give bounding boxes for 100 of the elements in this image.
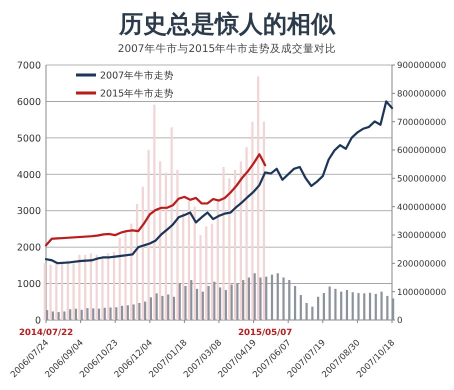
bar [150, 297, 152, 320]
bar [49, 264, 52, 320]
bar [72, 263, 75, 320]
y-tick-label: 6000 [16, 96, 41, 108]
bar [392, 298, 394, 320]
legend-label: 2015年牛市走势 [100, 88, 174, 100]
bar [294, 286, 296, 320]
bar [142, 186, 144, 320]
bar [96, 254, 98, 320]
bar [86, 308, 89, 320]
bar [172, 296, 176, 320]
bar [144, 302, 146, 320]
bar [248, 278, 250, 320]
bar [126, 305, 129, 320]
bar [328, 286, 331, 320]
bar [288, 280, 290, 320]
y-tick-label: 2000 [16, 242, 41, 254]
bar [346, 290, 348, 320]
bar [276, 273, 279, 320]
y2-tick-label: 100000000 [397, 288, 446, 298]
bar [368, 292, 372, 320]
bar [257, 76, 260, 320]
bar [300, 295, 302, 320]
bar [132, 304, 135, 320]
bar [340, 292, 342, 320]
bar [63, 312, 66, 320]
bar [224, 290, 227, 320]
bar [120, 306, 124, 320]
y-tick-label: 5000 [16, 133, 41, 144]
bar [60, 263, 64, 320]
bar [84, 254, 86, 320]
bar [334, 288, 337, 320]
bar [156, 293, 158, 320]
bar [265, 276, 268, 320]
bar [104, 308, 106, 320]
bar [118, 238, 121, 320]
bar [80, 310, 83, 320]
bar [44, 263, 46, 320]
bar [55, 262, 58, 320]
y-tick-label: 3000 [16, 206, 41, 218]
bar [92, 308, 94, 320]
bar [130, 224, 132, 320]
line-series [44, 100, 394, 264]
y-tick-label: 7000 [16, 60, 41, 72]
y2-tick-label: 200000000 [397, 260, 446, 270]
bar [363, 293, 366, 320]
bar [380, 292, 383, 320]
y2-tick-label: 900000000 [397, 61, 446, 72]
bar [167, 294, 170, 320]
bar [190, 280, 192, 320]
legend-label: 2007年牛市走势 [100, 70, 174, 82]
bar [199, 235, 202, 320]
y-tick-label: 4000 [16, 170, 41, 181]
bar [236, 283, 238, 320]
bar [357, 293, 360, 320]
bar [210, 224, 214, 320]
bar [242, 280, 244, 320]
bar [270, 274, 274, 320]
bar [352, 292, 354, 320]
text: 2014/07/22 [18, 328, 74, 338]
bar [259, 278, 262, 320]
bar [178, 283, 181, 320]
y-tick-label: 0 [34, 316, 41, 326]
bar [182, 212, 184, 320]
bar [196, 288, 198, 320]
bar [306, 303, 308, 320]
bar [213, 282, 216, 320]
bar [170, 127, 173, 320]
bar [107, 253, 110, 320]
bar [161, 296, 164, 320]
bar [109, 308, 112, 320]
bar [219, 287, 222, 320]
line-series [44, 153, 266, 246]
bar [322, 293, 325, 320]
bar [374, 294, 377, 320]
bar [282, 278, 285, 320]
bar [216, 201, 219, 320]
bar [46, 310, 48, 320]
y2-tick-label: 700000000 [397, 118, 446, 128]
bar [194, 206, 196, 320]
bar [317, 296, 320, 320]
chart-subtitle: 2007年牛市与2015年牛市走势及成交量对比 [118, 42, 336, 55]
bar [115, 307, 118, 320]
bar [98, 308, 100, 320]
bar [207, 286, 210, 320]
y2-tick-label: 500000000 [397, 174, 446, 185]
bar [202, 292, 204, 320]
chart-title: 历史总是惊人的相似 [118, 10, 336, 38]
bar [386, 296, 388, 320]
bar [230, 284, 233, 320]
y-tick-label: 1000 [16, 279, 41, 290]
bar [58, 312, 60, 320]
text: 2015/05/07 [238, 328, 292, 338]
bar [184, 286, 187, 320]
bar [138, 303, 140, 320]
bar [254, 273, 256, 320]
bar [74, 308, 78, 320]
y2-tick-label: 800000000 [397, 90, 446, 100]
y2-tick-label: 300000000 [397, 231, 446, 242]
bar [311, 306, 314, 320]
